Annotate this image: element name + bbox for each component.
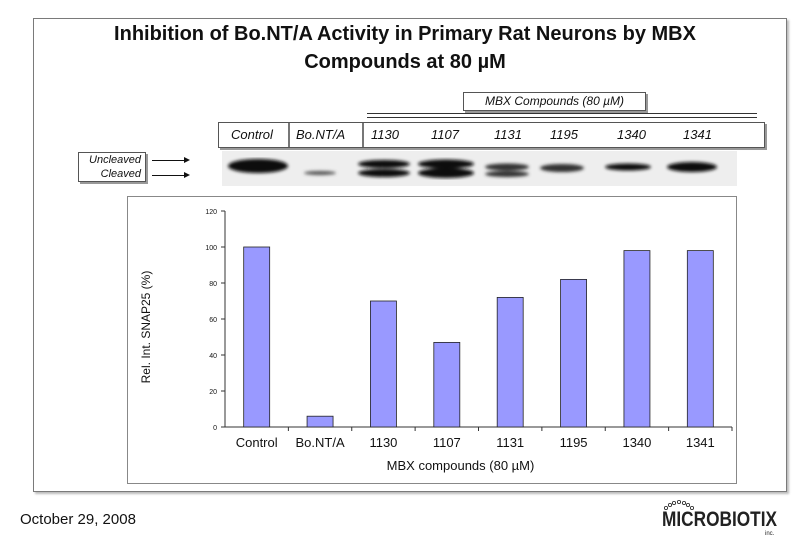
blot-band [418, 168, 474, 178]
svg-text:inc.: inc. [765, 531, 775, 536]
blot-band [667, 162, 717, 172]
cleaved-arrow [152, 172, 190, 178]
blot-band [358, 169, 410, 177]
blot-band [228, 159, 288, 173]
blot-band [605, 163, 651, 171]
blot-band [358, 160, 410, 168]
title-line-1: Inhibition of Bo.NT/A Activity in Primar… [114, 23, 696, 45]
lane-label-1130: 1130 [371, 127, 399, 142]
mbx-compounds-label: MBX Compounds (80 µM) [463, 92, 646, 111]
uncleaved-arrow [152, 157, 190, 163]
western-blot-image [222, 151, 737, 186]
footer-date: October 29, 2008 [20, 511, 136, 528]
blot-band [418, 159, 474, 169]
band-legend: Uncleaved Cleaved [78, 152, 146, 182]
mbx-compounds-bracket [367, 113, 757, 118]
cleaved-label: Cleaved [100, 168, 141, 180]
svg-text:MICROBIOTIX: MICROBIOTIX [662, 508, 777, 531]
title-line-2: Compounds at 80 µM [304, 51, 506, 73]
lane-label-box [218, 122, 765, 148]
lane-divider [288, 123, 290, 147]
lane-label-1341: 1341 [683, 127, 712, 142]
microbiotix-logo: MICROBIOTIX inc. [662, 500, 777, 536]
uncleaved-label: Uncleaved [89, 154, 141, 166]
page-title: Inhibition of Bo.NT/A Activity in Primar… [0, 20, 810, 76]
lane-label-1340: 1340 [617, 127, 646, 142]
lane-label-1107: 1107 [431, 127, 459, 142]
lane-label-1195: 1195 [550, 127, 578, 142]
lane-divider [362, 123, 364, 147]
blot-band [540, 164, 584, 172]
blot-band [485, 171, 529, 177]
lane-label-1131: 1131 [494, 127, 522, 142]
lane-label-control: Control [231, 127, 273, 142]
blot-band [485, 163, 529, 171]
lane-label-bont: Bo.NT/A [296, 127, 346, 142]
blot-band [304, 171, 336, 175]
chart-area [127, 196, 737, 484]
